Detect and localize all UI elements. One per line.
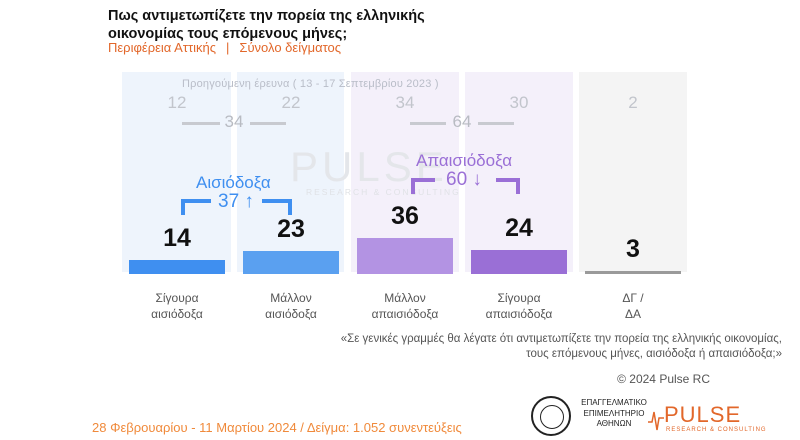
chamber-line-1: ΕΠΑΓΓΕΛΜΑΤΙΚΟ xyxy=(581,398,647,407)
category-label-5-line-2: ΔΑ xyxy=(624,307,642,321)
column-bg-2 xyxy=(237,72,344,272)
pessimistic-bracket-right xyxy=(496,178,520,194)
pulse-watermark: PULSE xyxy=(290,143,448,190)
previous-pessimistic-value: 64 xyxy=(452,112,472,131)
category-label-5-line-1: ΔΓ / xyxy=(622,291,644,305)
pessimistic-total-value: 60 xyxy=(446,169,468,190)
previous-optimistic-total: 34 xyxy=(182,112,286,134)
previous-value-1: 12 xyxy=(167,93,187,112)
previous-value-3: 34 xyxy=(395,93,415,112)
title-line-1: Πως αντιμετωπίζετε την πορεία της ελληνι… xyxy=(108,8,425,24)
category-label-5: ΔΓ / ΔΑ xyxy=(573,290,693,322)
previous-value-4: 30 xyxy=(509,93,529,112)
subtitle-sample: Σύνολο δείγματος xyxy=(239,40,342,55)
category-label-3-line-2: απαισιόδοξα xyxy=(371,307,439,321)
bar-mallon-aisiodoxa xyxy=(243,251,339,274)
category-label-1-line-1: Σίγουρα xyxy=(155,291,199,305)
bar-sigoura-apaisiodoxa xyxy=(471,250,567,274)
chart-subtitle: Περιφέρεια Αττικής | Σύνολο δείγματος xyxy=(108,40,341,55)
category-label-3-line-1: Μάλλον xyxy=(384,291,426,305)
value-label-3: 36 xyxy=(391,202,419,230)
question-line-2: τους επόμενους μήνες, αισιόδοξα ή απαισι… xyxy=(526,348,782,360)
pulse-wave-icon xyxy=(648,411,664,431)
optimistic-group-total: 37 ↑ xyxy=(218,191,254,213)
pessimistic-group-label: Απαισιόδοξα xyxy=(416,151,513,170)
chamber-logo-text: ΕΠΑΓΓΕΛΜΑΤΙΚΟ ΕΠΙΜΕΛΗΤΗΡΙΟ ΑΘΗΝΩΝ xyxy=(574,398,654,430)
previous-value-2: 22 xyxy=(281,93,301,112)
subtitle-region: Περιφέρεια Αττικής xyxy=(108,40,217,55)
category-label-4: Σίγουρα απαισιόδοξα xyxy=(459,290,579,322)
copyright-text: © 2024 Pulse RC xyxy=(617,372,710,386)
survey-question: «Σε γενικές γραμμές θα λέγατε ότι αντιμε… xyxy=(282,332,782,362)
previous-optimistic-value: 34 xyxy=(224,112,244,131)
bar-mallon-apaisiodoxa xyxy=(357,238,453,274)
category-label-4-line-1: Σίγουρα xyxy=(497,291,541,305)
column-bg-1 xyxy=(122,72,231,272)
category-label-2-line-2: αισιόδοξα xyxy=(265,307,317,321)
arrow-up-icon: ↑ xyxy=(244,191,254,212)
value-label-2: 23 xyxy=(277,215,305,243)
previous-optimistic-line-left xyxy=(182,122,220,125)
bar-sigoura-aisiodoxa xyxy=(129,260,225,274)
category-label-4-line-2: απαισιόδοξα xyxy=(485,307,553,321)
subtitle-separator: | xyxy=(226,40,230,55)
optimistic-total-value: 37 xyxy=(218,191,240,212)
previous-value-5: 2 xyxy=(628,93,638,112)
chamber-line-3: ΑΘΗΝΩΝ xyxy=(596,419,632,428)
category-label-3: Μάλλον απαισιόδοξα xyxy=(345,290,465,322)
category-label-2: Μάλλον αισιόδοξα xyxy=(231,290,351,322)
chamber-line-2: ΕΠΙΜΕΛΗΤΗΡΙΟ xyxy=(583,408,645,418)
value-label-1: 14 xyxy=(163,224,191,252)
optimistic-bracket-right xyxy=(262,199,292,215)
pulse-logo: PULSE xyxy=(664,402,742,427)
arrow-down-icon: ↓ xyxy=(472,169,482,190)
category-label-2-line-1: Μάλλον xyxy=(270,291,312,305)
optimistic-bracket-left xyxy=(181,199,211,215)
category-label-1-line-2: αισιόδοξα xyxy=(151,307,203,321)
pulse-logo-sub: RESEARCH & CONSULTING xyxy=(666,427,767,433)
value-label-4: 24 xyxy=(505,214,533,242)
chart-title: Πως αντιμετωπίζετε την πορεία της ελληνι… xyxy=(108,7,425,43)
title-line-2: οικονομίας τους επόμενους μήνες; xyxy=(108,26,348,42)
category-label-1: Σίγουρα αισιόδοξα xyxy=(117,290,237,322)
optimistic-group-label: Αισιόδοξα xyxy=(196,173,271,192)
previous-optimistic-line-right xyxy=(250,122,286,125)
pessimistic-group-total: 60 ↓ xyxy=(446,169,482,191)
previous-pessimistic-total: 64 xyxy=(410,112,514,134)
bar-dk-na xyxy=(585,271,681,274)
column-bg-5 xyxy=(579,72,687,272)
footer-survey-info: 28 Φεβρουαρίου - 11 Μαρτίου 2024 / Δείγμ… xyxy=(92,420,462,435)
previous-survey-label: Προηγούμενη έρευνα ( 13 - 17 Σεπτεμβρίου… xyxy=(182,78,439,90)
previous-pessimistic-line-left xyxy=(410,122,446,125)
pulse-watermark-sub: RESEARCH & CONSULTING xyxy=(306,187,461,197)
question-line-1: «Σε γενικές γραμμές θα λέγατε ότι αντιμε… xyxy=(340,333,782,345)
pessimistic-bracket-left xyxy=(411,178,435,194)
chamber-seal-logo xyxy=(531,396,571,436)
previous-pessimistic-line-right xyxy=(478,122,514,125)
value-label-5: 3 xyxy=(626,235,640,263)
column-bg-4 xyxy=(465,72,573,272)
